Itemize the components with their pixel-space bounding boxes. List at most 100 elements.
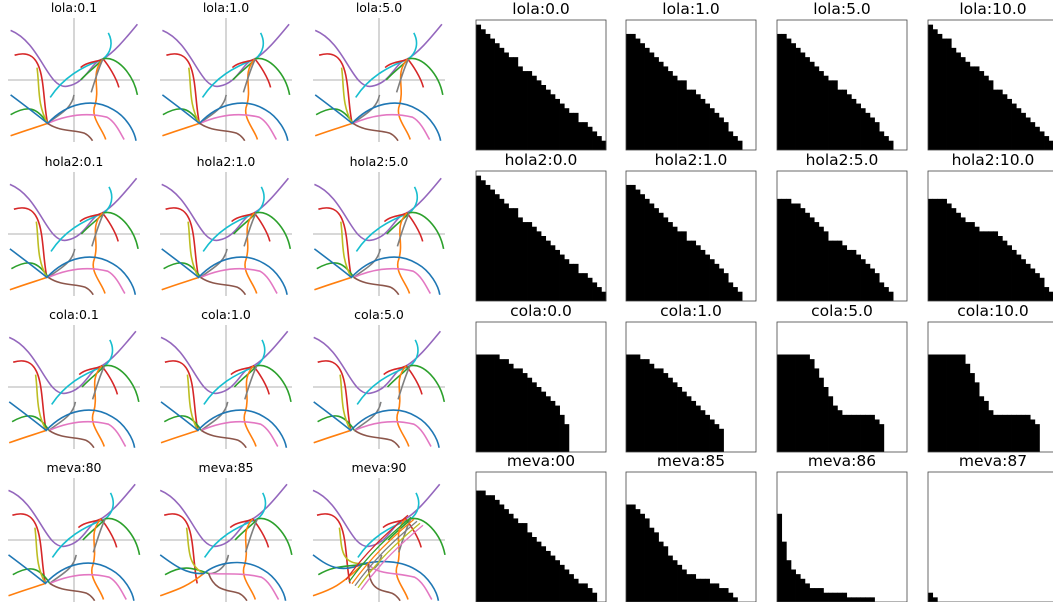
filled-cell-column: [879, 282, 885, 301]
filled-cell-column: [951, 208, 957, 301]
trajectory-line: [353, 365, 411, 432]
filled-cell-column: [804, 354, 810, 452]
filled-cell-column: [550, 555, 556, 602]
trajectory-line: [200, 429, 247, 449]
filled-cell-column: [946, 38, 952, 151]
filled-cell-column: [601, 291, 607, 301]
filled-cell-column: [979, 396, 985, 452]
panel-title: lola:5.0: [813, 0, 870, 18]
trajectory-line: [9, 212, 106, 294]
binary-region-panel: hola2:0.0: [475, 151, 607, 302]
trajectory-line: [163, 211, 292, 278]
filled-cell-column: [626, 504, 632, 602]
trajectory-panel: lola:5.0: [313, 0, 445, 142]
trajectory-line: [313, 248, 441, 295]
filled-cell-column: [658, 212, 664, 301]
filled-cell-column: [517, 368, 523, 452]
filled-cell-column: [545, 240, 551, 301]
trajectory-panels: lola:0.1 lola:1.0 lola:5.0 hola2:0.1 hola2:1…: [8, 0, 446, 602]
trajectory-line: [357, 522, 421, 589]
filled-cell-column: [960, 217, 966, 301]
filled-cell-column: [804, 583, 810, 602]
filled-cell-column: [781, 33, 787, 150]
filled-cell-column: [932, 597, 938, 602]
filled-cell-column: [979, 71, 985, 150]
trajectory-panel: meva:85: [159, 460, 293, 602]
filled-cell-column: [653, 532, 659, 602]
filled-cell-column: [494, 194, 500, 301]
filled-cell-column: [1034, 126, 1040, 150]
filled-cell-column: [800, 208, 806, 301]
trajectory-line: [354, 520, 418, 587]
filled-cell-column: [596, 287, 602, 301]
filled-cell-column: [860, 259, 866, 301]
filled-cell-column: [941, 38, 947, 151]
filled-cell-column: [480, 490, 486, 602]
filled-cell-column: [728, 131, 734, 150]
trajectory-line: [49, 582, 96, 602]
filled-cell-column: [649, 203, 655, 301]
filled-cell-column: [568, 112, 574, 150]
filled-cell-column: [932, 198, 938, 301]
filled-cell-column: [955, 354, 961, 452]
panel-title: meva:85: [657, 452, 725, 470]
filled-cell-column: [568, 263, 574, 301]
filled-cell-column: [860, 414, 866, 452]
filled-cell-column: [550, 94, 556, 150]
filled-cell-column: [672, 560, 678, 602]
panel-title: cola:1.0: [201, 307, 251, 322]
binary-region-panel: hola2:1.0: [625, 151, 757, 302]
panel-title: hola2:0.0: [505, 151, 578, 169]
filled-cell-column: [513, 368, 519, 452]
filled-cell-column: [823, 75, 829, 150]
filled-cell-column: [681, 80, 687, 150]
filled-cell-column: [1011, 249, 1017, 301]
filled-cell-column: [667, 555, 673, 602]
trajectory-line: [314, 94, 442, 141]
panel-title: cola:1.0: [660, 302, 722, 320]
panel-title: meva:85: [198, 460, 253, 475]
binary-region-panel: meva:00: [475, 452, 607, 602]
filled-cell-column: [846, 249, 852, 301]
panel-title: meva:87: [959, 452, 1027, 470]
filled-cell-column: [979, 231, 985, 301]
filled-cell-column: [545, 550, 551, 602]
filled-cell-column: [541, 85, 547, 150]
trajectory-line: [351, 518, 415, 585]
filled-cell-column: [777, 33, 783, 150]
filled-cell-column: [644, 47, 650, 150]
trajectory-line: [47, 122, 94, 142]
filled-cell-column: [974, 66, 980, 150]
trajectory-panel: lola:0.1: [8, 0, 140, 142]
trajectory-line: [339, 374, 352, 431]
filled-cell-column: [879, 424, 885, 452]
filled-cell-column: [842, 592, 848, 602]
filled-cell-column: [723, 588, 729, 602]
filled-cell-column: [777, 354, 783, 452]
filled-cell-column: [513, 57, 519, 151]
trajectory-line: [9, 248, 137, 295]
filled-cell-column: [686, 396, 692, 452]
trajectory-line: [367, 563, 401, 602]
trajectory-line: [48, 420, 127, 447]
filled-cell-column: [842, 414, 848, 452]
filled-cell-column: [732, 597, 738, 602]
filled-cell-column: [1006, 414, 1012, 452]
trajectory-line: [314, 212, 411, 294]
filled-cell-column: [639, 359, 645, 452]
filled-cell-column: [517, 66, 523, 150]
filled-cell-column: [786, 38, 792, 151]
filled-cell-column: [983, 231, 989, 301]
panel-frame: [776, 471, 908, 602]
trajectory-line: [8, 330, 137, 395]
filled-cell-column: [823, 231, 829, 301]
filled-cell-column: [869, 268, 875, 301]
filled-cell-column: [635, 354, 641, 452]
filled-cell-column: [714, 263, 720, 301]
filled-cell-column: [635, 509, 641, 602]
filled-cell-column: [955, 212, 961, 301]
filled-cell-column: [531, 382, 537, 452]
trajectory-line: [353, 267, 432, 294]
filled-cell-column: [508, 208, 514, 301]
filled-cell-column: [809, 61, 815, 150]
